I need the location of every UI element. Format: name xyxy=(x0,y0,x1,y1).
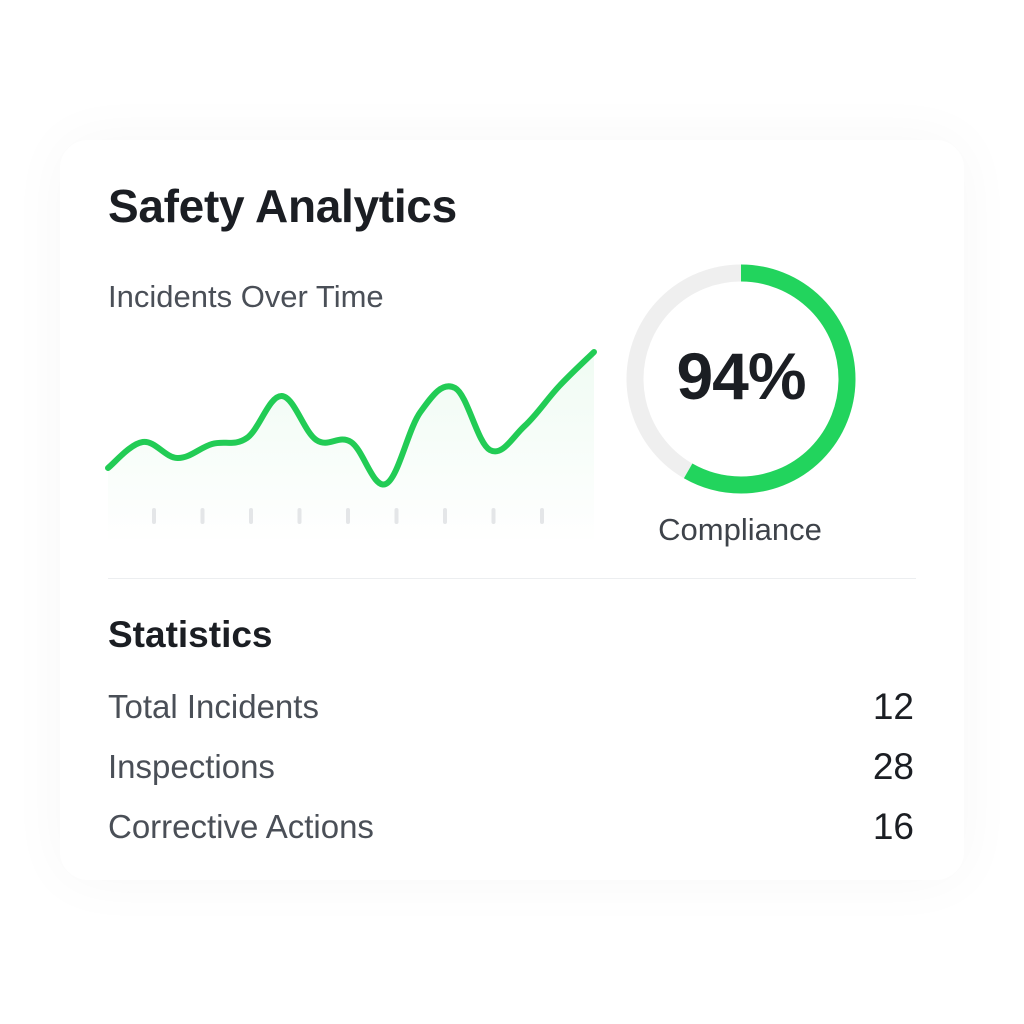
compliance-label: Compliance xyxy=(658,512,822,547)
compliance-gauge xyxy=(626,264,856,494)
page-title: Safety Analytics xyxy=(108,180,457,232)
stat-label: Total Incidents xyxy=(108,688,319,725)
incidents-series-line xyxy=(105,349,597,488)
stat-row-total-incidents: Total Incidents 12 xyxy=(108,684,916,730)
stat-row-inspections: Inspections 28 xyxy=(108,744,916,790)
chart-area-fill xyxy=(108,352,594,545)
statistics-title: Statistics xyxy=(108,614,273,655)
stat-value: 12 xyxy=(872,686,914,727)
chart-title: Incidents Over Time xyxy=(108,279,384,314)
compliance-percentage: 94% xyxy=(676,339,806,413)
stat-label: Corrective Actions xyxy=(108,808,374,845)
section-divider xyxy=(108,578,916,579)
gauge-progress-arc xyxy=(626,264,856,494)
stat-label: Inspections xyxy=(108,748,275,785)
stat-value: 28 xyxy=(872,746,914,787)
incidents-line-chart xyxy=(105,349,597,545)
stat-value: 16 xyxy=(872,806,914,847)
stat-row-corrective-actions: Corrective Actions 16 xyxy=(108,804,916,850)
